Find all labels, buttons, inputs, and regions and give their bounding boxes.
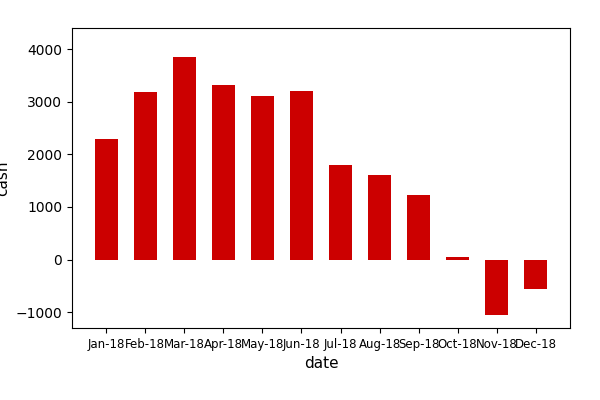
X-axis label: date: date <box>304 356 338 371</box>
Bar <box>290 91 313 260</box>
Bar <box>329 165 352 260</box>
Bar <box>95 138 118 260</box>
Bar <box>134 92 157 260</box>
Bar <box>485 260 508 315</box>
Bar <box>407 195 430 260</box>
Y-axis label: cash: cash <box>0 160 10 196</box>
Bar <box>368 175 391 260</box>
Bar <box>251 96 274 260</box>
Bar <box>212 84 235 260</box>
Bar <box>524 260 547 288</box>
Bar <box>173 57 196 260</box>
Bar <box>446 257 469 260</box>
